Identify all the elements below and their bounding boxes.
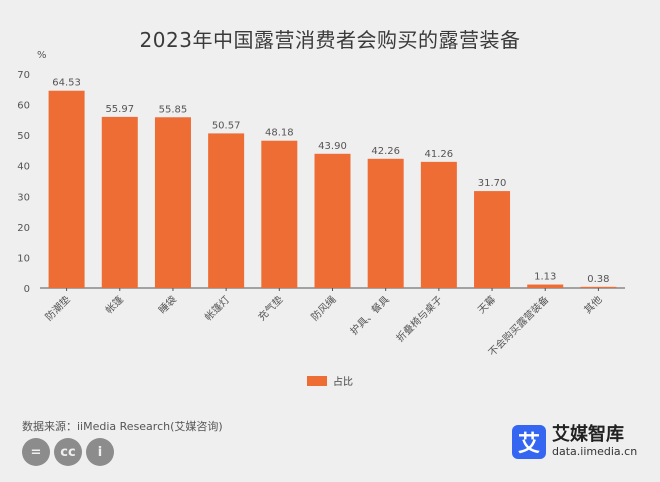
x-tick-label: 护具、餐具 (347, 293, 392, 338)
data-source: 数据来源：iiMedia Research(艾媒咨询) (22, 420, 223, 433)
bar (314, 153, 351, 288)
bar (261, 140, 298, 288)
bar-value-label: 41.26 (425, 149, 454, 160)
bar (208, 133, 245, 288)
x-tick-label: 防风绳 (308, 293, 338, 323)
brand-name: 艾媒智库 (552, 424, 624, 445)
bar-value-label: 48.18 (265, 128, 294, 139)
x-tick-label: 天幕 (475, 293, 498, 316)
legend-swatch (307, 375, 327, 386)
bar (48, 90, 85, 289)
cc-license-badge: = cc i (22, 436, 128, 468)
cc-icon: cc (54, 438, 82, 466)
bar-value-label: 1.13 (534, 272, 556, 283)
y-tick-label: 20 (17, 223, 30, 234)
y-axis-unit: % (37, 50, 47, 61)
bar (580, 286, 617, 288)
legend: 占比 (307, 373, 353, 388)
y-tick-label: 70 (17, 70, 30, 81)
y-tick-label: 40 (17, 162, 30, 173)
bar (367, 158, 404, 288)
bar (527, 284, 564, 288)
chart-title: 2023年中国露营消费者会购买的露营装备 (139, 28, 521, 52)
x-tick-label: 充气垫 (255, 293, 285, 323)
bar-value-label: 50.57 (212, 120, 241, 131)
bar-value-label: 0.38 (587, 274, 609, 285)
bar-value-label: 31.70 (478, 178, 507, 189)
person-icon: i (86, 438, 114, 466)
y-tick-label: 10 (17, 253, 30, 264)
bar-value-label: 64.53 (52, 78, 81, 89)
x-tick-label: 睡袋 (156, 293, 179, 316)
bar-value-label: 43.90 (318, 141, 347, 152)
y-tick-label: 30 (17, 192, 30, 203)
bar (101, 116, 138, 288)
y-tick-label: 60 (17, 101, 30, 112)
x-tick-label: 帐篷 (103, 293, 126, 316)
y-tick-label: 50 (17, 131, 30, 142)
y-tick-label: 0 (24, 284, 30, 295)
brand: 艾 艾媒智库 data.iimedia.cn (512, 425, 637, 459)
x-tick-label: 其他 (581, 293, 604, 316)
brand-url: data.iimedia.cn (552, 445, 638, 458)
x-tick-label: 折叠椅与桌子 (393, 293, 445, 345)
equals-icon: = (22, 438, 50, 466)
bar-value-label: 42.26 (371, 146, 400, 157)
x-tick-label: 帐篷灯 (202, 293, 232, 323)
bar-value-label: 55.85 (159, 104, 188, 115)
bar (474, 191, 511, 288)
x-tick-label: 防潮垫 (42, 293, 72, 323)
legend-label: 占比 (333, 377, 353, 388)
brand-logo: 艾 (512, 425, 546, 459)
bar-value-label: 55.97 (105, 104, 134, 115)
bar (420, 161, 457, 288)
bar (154, 117, 191, 288)
